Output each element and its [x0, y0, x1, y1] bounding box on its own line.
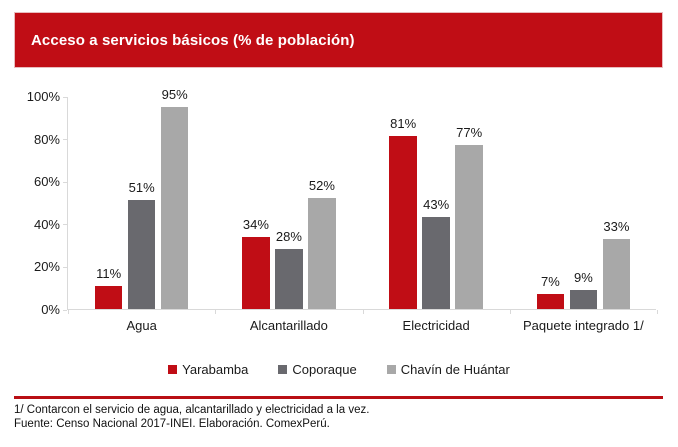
bar [602, 238, 631, 309]
bar-value-label: 95% [161, 86, 188, 102]
footer-divider [14, 396, 663, 399]
bar [94, 285, 123, 309]
category-label: Alcantarillado [249, 318, 328, 333]
y-axis-label: 80% [33, 131, 60, 147]
source-note: Fuente: Censo Nacional 2017-INEI. Elabor… [14, 418, 330, 430]
y-axis-label: 60% [33, 174, 60, 190]
x-axis-tick [215, 310, 217, 314]
category-label: Electricidad [402, 318, 470, 333]
legend-swatch [386, 364, 396, 374]
y-axis-label: 100% [26, 89, 60, 104]
chart-title: Acceso a servicios básicos (% de poblaci… [31, 31, 355, 49]
y-axis-label: 40% [33, 216, 60, 232]
y-axis-tick [63, 309, 67, 311]
bar-value-label: 11% [96, 265, 122, 281]
y-axis-tick [63, 224, 67, 226]
x-axis-tick [68, 310, 69, 314]
chart-legend: Yarabamba Coporaque Chavín de Huántar [0, 360, 678, 378]
bar [127, 200, 156, 309]
plot-area: 0% 20% 40% 60% 80% 100% 11% 51% 95% Agua 34% 28% 52%… [27, 87, 658, 333]
y-axis-tick [63, 181, 67, 183]
bar [160, 106, 189, 309]
footer: 1/ Contarcon el servicio de agua, alcant… [14, 403, 664, 431]
legend-item: Yarabamba [168, 362, 248, 377]
bar [536, 294, 565, 309]
y-axis-label: 0% [41, 302, 60, 317]
bar-value-label: 51% [128, 180, 155, 196]
legend-label: Chavín de Huántar [400, 361, 510, 377]
legend-item: Coporaque [278, 361, 357, 377]
y-axis-tick [63, 96, 67, 98]
category-label: Paquete integrado 1/ [523, 318, 644, 333]
y-axis-tick [63, 266, 67, 268]
legend-swatch [168, 364, 178, 374]
bar [275, 249, 303, 309]
x-axis-tick [657, 310, 658, 314]
chart-title-banner: Acceso a servicios básicos (% de poblaci… [14, 12, 663, 68]
bar-value-label: 33% [603, 218, 630, 234]
bar [242, 236, 270, 309]
bar-value-label: 34% [242, 216, 269, 232]
x-axis-tick [509, 310, 511, 314]
bar-value-label: 28% [275, 229, 302, 245]
bar [455, 145, 483, 309]
bar-value-label: 81% [390, 116, 417, 132]
bar-value-label: 52% [308, 178, 335, 194]
y-axis-tick [63, 139, 67, 141]
bar-value-label: 9% [573, 269, 593, 285]
bar [389, 136, 417, 309]
legend-item: Chavín de Huántar [386, 361, 510, 377]
legend-label: Yarabamba [182, 361, 249, 377]
bar [569, 289, 598, 309]
bar [422, 217, 450, 309]
bar-value-label: 7% [540, 274, 560, 290]
legend-label: Coporaque [292, 361, 357, 377]
footnote: 1/ Contarcon el servicio de agua, alcant… [14, 404, 370, 416]
y-axis-label: 20% [33, 259, 60, 275]
bar [308, 198, 336, 309]
bar-value-label: 43% [423, 197, 450, 213]
bar-value-label: 77% [456, 125, 483, 140]
legend-swatch [278, 364, 288, 374]
x-axis-tick [362, 310, 364, 314]
category-label: Agua [126, 318, 157, 333]
